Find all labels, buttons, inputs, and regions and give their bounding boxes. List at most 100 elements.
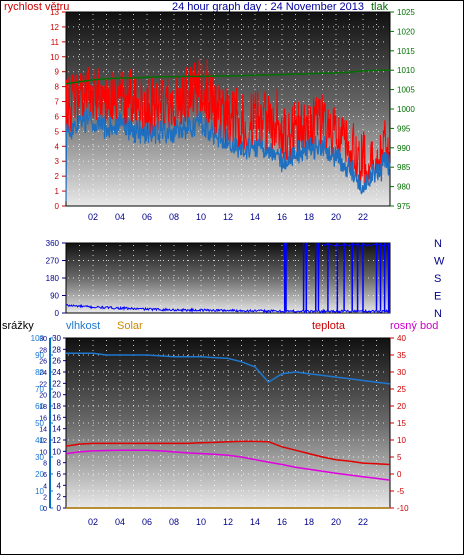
humidity-y-tick-label: 20 [35, 470, 44, 479]
rain-y-tick-label: 10 [39, 449, 47, 456]
bot-x-tick-label: 22 [358, 517, 368, 527]
wind-series-line [65, 109, 391, 202]
chart-title: 24 hour graph day : 24 November 2013 [172, 1, 365, 13]
compass-label: W [434, 256, 445, 268]
pressure-y-tick-label: 1015 [397, 47, 415, 56]
pressure-y-tick-label: 1005 [397, 86, 415, 95]
solar-y-tick-label: 20 [52, 391, 61, 400]
wind-y-tick-label: 6 [55, 112, 60, 121]
solar-y-tick-label: 10 [52, 447, 61, 456]
compass-label: E [434, 291, 441, 303]
rain-y-tick-label: 16 [39, 415, 47, 422]
rain-y-tick-label: 22 [39, 381, 47, 388]
wind-y-tick-label: 5 [55, 127, 60, 136]
compass-label: S [434, 273, 441, 285]
pressure-y-tick-label: 1025 [397, 8, 415, 17]
wind-y-tick-label: 3 [55, 157, 60, 166]
direction-y-tick-label: 180 [46, 274, 60, 283]
top-x-tick-label: 20 [331, 212, 341, 222]
temperature-label: teplota [312, 320, 346, 332]
solar-y-tick-label: 14 [52, 425, 61, 434]
temperature-y-tick-label: 0 [397, 470, 402, 479]
pressure-label: tlak [371, 1, 389, 13]
series-line-vlhkost [66, 352, 391, 385]
pressure-y-tick-label: 1000 [397, 105, 415, 114]
pressure-series-line [65, 69, 390, 85]
wind-y-tick-label: 10 [50, 53, 59, 62]
humidity-y-tick-label: 40 [35, 436, 44, 445]
rain-y-tick-label: 2 [43, 495, 47, 502]
pressure-y-tick-label: 1020 [397, 27, 415, 36]
wind-y-tick-label: 12 [50, 23, 59, 32]
rain-y-tick-label: 6 [43, 472, 47, 479]
top-x-tick-label: 14 [250, 212, 260, 222]
wind-y-tick-label: 13 [50, 8, 59, 17]
solar-y-tick-label: 12 [52, 436, 61, 445]
bot-x-tick-label: 20 [331, 517, 341, 527]
wind-y-tick-label: 7 [55, 98, 60, 107]
bot-x-tick-label: 08 [169, 517, 179, 527]
top-x-tick-label: 18 [304, 212, 314, 222]
bot-x-tick-label: 10 [196, 517, 206, 527]
top-x-tick-label: 22 [358, 212, 368, 222]
rain-y-tick-label: 12 [39, 438, 47, 445]
temperature-y-tick-label: 35 [397, 351, 406, 360]
humidity-y-tick-label: 100 [31, 334, 45, 343]
temperature-y-tick-label: 20 [397, 402, 406, 411]
humidity-temperature-chart: 0246810121416182022242628300102030405060… [31, 334, 409, 527]
rain-y-tick-label: 24 [39, 370, 47, 377]
rain-y-tick-label: 8 [43, 461, 47, 468]
series-line-teplota [65, 440, 391, 466]
rain-y-tick-label: 30 [39, 336, 47, 343]
bot-x-tick-label: 02 [88, 517, 98, 527]
top-x-tick-label: 04 [115, 212, 125, 222]
solar-label: Solar [117, 320, 143, 332]
temperature-y-tick-label: 5 [397, 453, 402, 462]
rain-y-tick-label: 26 [39, 359, 47, 366]
solar-y-tick-label: 6 [57, 470, 62, 479]
wind-series-line [65, 58, 391, 192]
top-x-tick-label: 08 [169, 212, 179, 222]
top-x-tick-label: 06 [142, 212, 152, 222]
bot-x-tick-label: 12 [223, 517, 233, 527]
rain-y-tick-label: 18 [39, 404, 47, 411]
solar-y-tick-label: 24 [52, 368, 61, 377]
humidity-y-tick-label: 50 [35, 419, 44, 428]
bot-x-tick-label: 16 [277, 517, 287, 527]
wind-y-tick-label: 8 [55, 83, 60, 92]
wind-speed-label: rychlost větru [4, 1, 70, 13]
series-line-rosný-bod [65, 449, 391, 481]
direction-y-tick-label: 270 [46, 257, 60, 266]
pressure-y-tick-label: 980 [397, 183, 411, 192]
solar-y-tick-label: 2 [57, 493, 62, 502]
temperature-y-tick-label: 40 [397, 334, 406, 343]
solar-y-tick-label: 30 [52, 334, 61, 343]
direction-y-tick-label: 0 [55, 309, 60, 318]
rain-y-tick-label: 14 [39, 427, 47, 434]
wind-y-tick-label: 1 [55, 187, 60, 196]
solar-y-tick-label: 0 [57, 504, 62, 513]
direction-y-tick-label: 90 [50, 292, 59, 301]
pressure-y-tick-label: 995 [397, 124, 411, 133]
temperature-y-tick-label: 10 [397, 436, 406, 445]
bot-x-tick-label: 06 [142, 517, 152, 527]
humidity-y-tick-label: 80 [35, 368, 44, 377]
pressure-y-tick-label: 985 [397, 163, 411, 172]
humidity-y-tick-label: 90 [35, 351, 44, 360]
bot-x-tick-label: 04 [115, 517, 125, 527]
solar-y-tick-label: 8 [57, 459, 62, 468]
rain-y-tick-label: 4 [43, 483, 47, 490]
humidity-y-tick-label: 10 [35, 487, 44, 496]
temperature-y-tick-label: -10 [397, 504, 409, 513]
top-x-tick-label: 02 [88, 212, 98, 222]
direction-y-tick-label: 360 [46, 239, 60, 248]
humidity-y-tick-label: 70 [35, 385, 44, 394]
wind-pressure-chart: 0123456789101112139759809859909951000100… [50, 8, 415, 222]
wind-y-tick-label: 9 [55, 68, 60, 77]
solar-y-tick-label: 4 [57, 481, 62, 490]
humidity-y-tick-label: 30 [35, 453, 44, 462]
bot-x-tick-label: 18 [304, 517, 314, 527]
solar-y-tick-label: 28 [52, 345, 61, 354]
